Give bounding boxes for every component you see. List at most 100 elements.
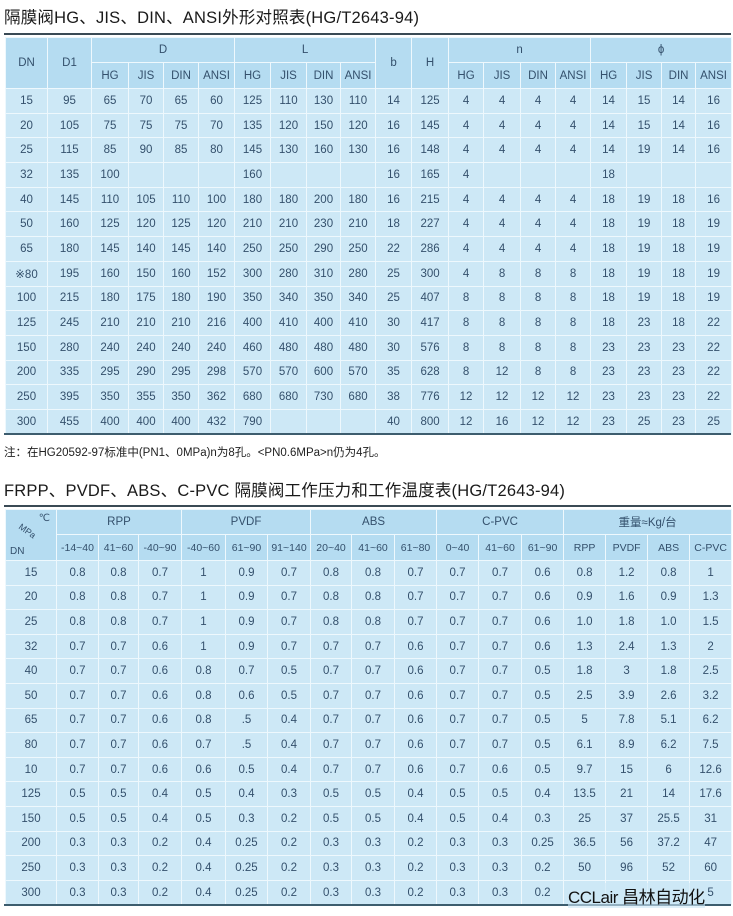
subheader-column: C-PVC [689, 534, 733, 561]
table-cell: 9.7 [563, 756, 607, 783]
table-cell: 23 [626, 359, 663, 386]
table-cell: 0.3 [478, 879, 523, 906]
table-cell: 8 [555, 334, 592, 361]
table-cell: 1.6 [605, 584, 649, 611]
table-cell: 65 [91, 88, 129, 114]
table-cell: 290 [306, 236, 341, 262]
table-cell [661, 162, 697, 188]
table-cell: 4 [520, 211, 557, 238]
table-row: 200 0.3 0.3 0.2 0.4 0.25 0.2 0.3 0.3 0.2 0.3 0.3 0.2… [5, 830, 733, 857]
header-l: L [233, 37, 377, 63]
table-cell: 400 [163, 408, 199, 435]
table-cell: 295 [163, 359, 199, 386]
table-cell: 0.7 [181, 732, 226, 758]
table-cell: 310 [306, 260, 341, 287]
table-cell: .5 [225, 732, 268, 758]
table-row: 125 245 210 210 210 216 400 410 400 410 30 417 8 8 8 8 1… [5, 310, 733, 336]
table1-title: 隔膜阀HG、JIS、DIN、ANSI外形对照表(HG/T2643-94) [4, 9, 420, 27]
table-cell: 4 [555, 211, 592, 238]
table-cell: 0.5 [351, 781, 396, 807]
table-cell: 0.9 [647, 584, 691, 611]
table-cell: 0.7 [138, 584, 182, 611]
table-row: 65 180 145 140 145 140 250 250 290 250 22 286 4 4 4 4 18… [5, 236, 733, 262]
table-cell: 17.6 [689, 781, 733, 807]
table-cell: 362 [198, 384, 235, 410]
table-cell: 3 [605, 658, 649, 684]
table-cell: 0.3 [310, 830, 353, 857]
table-cell: 0.7 [351, 707, 396, 734]
table2-bottom-rule [4, 904, 731, 906]
table-cell: 19 [695, 211, 733, 238]
table-cell: 14 [375, 88, 413, 114]
table-cell: 16 [375, 112, 413, 139]
table-row: 40 145 110 105 110 100 180 180 200 180 16 215 4 4 4 4 18… [5, 186, 733, 213]
table-cell: 145 [411, 112, 450, 139]
table-cell: 8 [448, 334, 485, 361]
table-cell: 210 [163, 310, 199, 336]
table-cell: 0.5 [181, 805, 226, 832]
table-cell: 75 [91, 112, 129, 139]
table-cell: 105 [128, 186, 164, 213]
table-cell: 1 [181, 633, 226, 660]
table-cell: 0.5 [521, 682, 565, 709]
table-cell: 32 [5, 633, 57, 660]
table-cell: 227 [411, 211, 450, 238]
watermark-logo: CCLair 昌林自动化 [568, 883, 705, 908]
table-cell: 0.6 [138, 707, 182, 734]
table-cell: 355 [128, 384, 164, 410]
table-cell: 180 [47, 236, 92, 262]
table-cell: 18 [661, 310, 697, 336]
table-cell: 23 [626, 310, 663, 336]
table-cell: 0.8 [98, 584, 139, 611]
table-cell: 0.9 [225, 560, 268, 586]
table-cell: 50 [5, 211, 48, 238]
subheader-ansi: ANSI [555, 62, 592, 89]
table-cell: 350 [91, 384, 129, 410]
table-cell: 4 [448, 211, 485, 238]
table-cell [339, 408, 377, 435]
table-cell: 6.1 [563, 732, 607, 758]
table-cell: 10 [5, 756, 57, 783]
table-cell: 215 [411, 186, 450, 213]
table-cell: 70 [128, 88, 164, 114]
table-cell: 145 [163, 236, 199, 262]
table-cell: 115 [47, 137, 92, 164]
table-cell: 22 [375, 236, 413, 262]
table-cell: 25 [695, 408, 733, 435]
table-cell: 480 [306, 334, 341, 361]
table-cell: 0.7 [98, 658, 139, 684]
table-cell: 23 [661, 384, 697, 410]
table-cell: 0.3 [436, 830, 480, 857]
table-cell: 300 [5, 408, 48, 435]
subheader-hg: HG [234, 62, 271, 89]
table-cell: 600 [306, 359, 341, 386]
table-cell: 19 [626, 211, 663, 238]
table-cell: 180 [163, 285, 199, 312]
table-cell: 18 [590, 310, 628, 336]
table-cell: 0.2 [394, 879, 438, 906]
table-cell: 13.5 [563, 781, 607, 807]
table-cell: 1 [181, 584, 226, 611]
title-rule [4, 33, 731, 35]
table-cell: 14 [590, 137, 628, 164]
table-cell: 0.7 [436, 633, 480, 660]
table-cell: 0.7 [56, 756, 99, 783]
table-cell: 0.2 [266, 830, 312, 857]
table-cell: 18 [661, 285, 697, 312]
table-cell: 8 [448, 285, 485, 312]
table-cell: 0.2 [521, 879, 565, 906]
table-cell: 23 [590, 408, 628, 435]
table-cell: 0.5 [266, 658, 312, 684]
table-cell: 180 [270, 186, 307, 213]
table-cell: 6.2 [689, 707, 733, 734]
table-cell: 200 [5, 359, 48, 386]
table-cell: 0.3 [436, 855, 480, 881]
table-cell: 125 [411, 88, 450, 114]
table1-note: 注：在HG20592-97标准中(PN1、0MPa)n为8孔。<PN0.6MPa… [4, 447, 386, 459]
table-row: 32 135 100 160 16 165 4 18 [5, 162, 733, 188]
temperature-unit: ℃ [38, 513, 50, 524]
table-cell: 0.5 [310, 781, 353, 807]
table-cell: 245 [47, 310, 92, 336]
table-cell: 210 [234, 211, 271, 238]
table-row: ※80 195 160 150 160 152 300 280 310 280 25 300 4 8 8 8 1… [5, 260, 733, 287]
